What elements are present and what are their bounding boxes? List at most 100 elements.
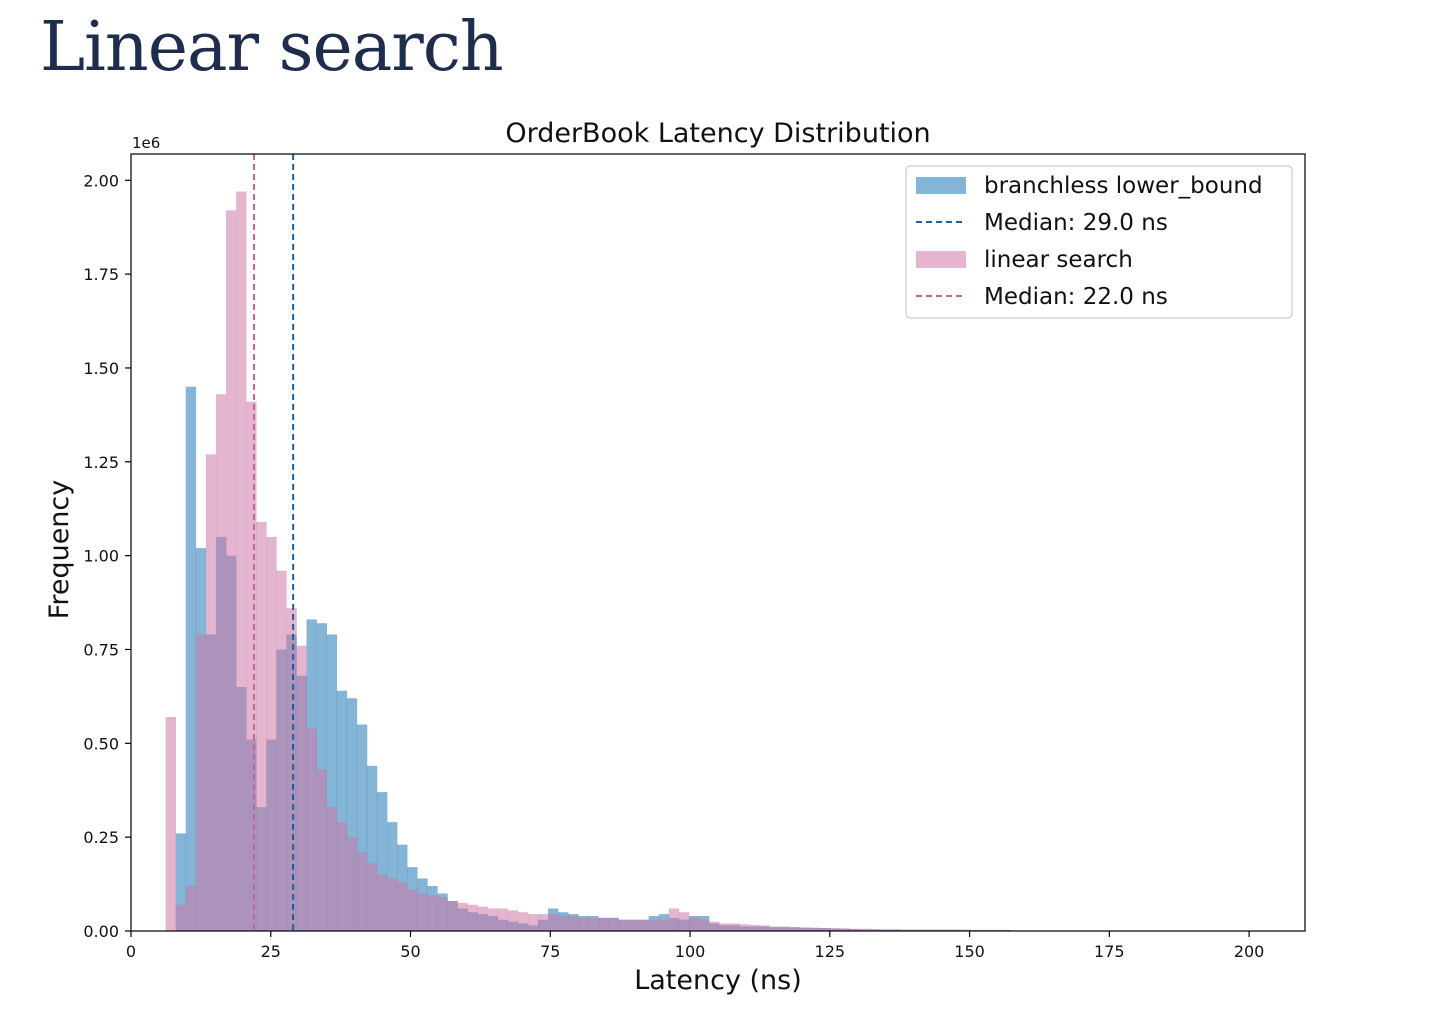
y-tick-label: 2.00: [83, 171, 119, 190]
histogram-bar: [799, 927, 810, 931]
histogram-bar: [417, 893, 428, 931]
histogram-bar: [296, 645, 307, 931]
y-tick-label: 1.50: [83, 359, 119, 378]
histogram-bar: [205, 454, 217, 931]
histogram-bar: [346, 698, 358, 931]
histogram-bar: [226, 210, 237, 932]
histogram-bar: [859, 928, 871, 931]
histogram-bar: [215, 394, 227, 931]
histogram-bar: [175, 833, 187, 931]
histogram-bar: [457, 902, 468, 931]
histogram-bar: [588, 917, 599, 931]
histogram-bar: [306, 728, 317, 931]
histogram-bar: [336, 822, 348, 931]
x-tick-label: 175: [1094, 942, 1125, 961]
histogram-bar: [487, 908, 499, 931]
histogram-bar: [789, 927, 800, 931]
histogram-bar: [185, 386, 197, 932]
histogram-bar: [346, 837, 358, 931]
x-tick-label: 25: [261, 942, 281, 961]
histogram-bar: [356, 724, 368, 931]
histogram-bar: [286, 608, 297, 931]
y-scale-label: 1e6: [132, 134, 160, 152]
legend-label: branchless lower_bound: [984, 173, 1263, 199]
y-axis-label: Frequency: [44, 480, 75, 620]
histogram-bar: [880, 929, 891, 931]
histogram-bar: [598, 917, 609, 931]
histogram-bar: [749, 924, 760, 931]
histogram-bar: [427, 895, 438, 931]
histogram-bar: [256, 521, 267, 931]
chart-title: OrderBook Latency Distribution: [505, 118, 930, 149]
histogram-bar: [387, 822, 398, 931]
page-title: Linear search: [40, 8, 504, 87]
x-axis: 0 25 50 75 100 125 150 175 200: [126, 931, 1264, 961]
histogram-bar: [387, 878, 398, 931]
x-tick-label: 200: [1234, 942, 1265, 961]
histogram-bar: [839, 928, 851, 931]
histogram-bar: [195, 634, 207, 931]
histogram-bar: [729, 923, 740, 931]
histogram-bar: [376, 792, 388, 931]
y-tick-label: 0.00: [83, 922, 119, 941]
histogram-bar: [276, 570, 287, 931]
legend: branchless lower_bound Median: 29.0 ns lin…: [905, 165, 1293, 319]
histogram-bar: [568, 915, 579, 931]
y-tick-label: 0.25: [83, 828, 119, 847]
histogram-bar: [769, 926, 780, 931]
histogram-bar: [849, 928, 861, 931]
x-tick-label: 50: [400, 942, 420, 961]
plot-frame: [130, 153, 1306, 932]
series-linear-search: [165, 191, 1012, 932]
histogram-bar: [618, 919, 629, 931]
legend-swatch: [916, 251, 966, 268]
histogram-bar: [407, 889, 418, 931]
histogram-bar: [437, 897, 448, 931]
histogram-bar: [900, 929, 911, 931]
histogram-bar: [658, 919, 670, 931]
histogram-bar: [930, 929, 941, 931]
histogram-bar: [648, 919, 660, 931]
x-tick-label: 125: [815, 942, 846, 961]
legend-label: Median: 22.0 ns: [984, 284, 1168, 310]
histogram-bar: [910, 929, 921, 931]
histogram-bar: [477, 906, 488, 931]
histogram-bar: [497, 908, 509, 931]
histogram-bar: [366, 863, 378, 931]
histogram-bar: [175, 904, 187, 931]
histogram-bar: [628, 919, 639, 931]
histogram-bar: [326, 634, 338, 931]
histogram-bar: [719, 923, 730, 931]
y-tick-label: 0.50: [83, 734, 119, 753]
histogram-bar: [809, 927, 821, 931]
histogram-bar: [507, 910, 519, 931]
histogram-bar: [447, 900, 458, 931]
histogram-bar: [326, 807, 338, 931]
histogram-bar: [548, 914, 559, 931]
legend-box: [905, 165, 1293, 319]
histogram-bar: [578, 917, 589, 931]
histogram-bar: [537, 914, 549, 931]
y-axis: 0.00 0.25 0.50 0.75 1.00 1.25 1.50 1.75 2.00: [83, 171, 131, 941]
histogram-bar: [920, 929, 931, 931]
histogram-bar: [950, 929, 961, 931]
y-tick-label: 1.75: [83, 265, 119, 284]
histogram-bar: [165, 717, 177, 931]
histogram-bar: [558, 915, 569, 931]
histogram-bar: [517, 912, 529, 931]
legend-swatch: [916, 177, 966, 194]
x-tick-label: 75: [540, 942, 560, 961]
histogram-bar: [397, 882, 408, 931]
histogram-bar: [638, 919, 649, 931]
y-tick-label: 0.75: [83, 640, 119, 659]
histogram-bar: [940, 929, 951, 931]
histogram-bar: [709, 921, 720, 931]
histogram-bar: [870, 929, 881, 931]
histogram-bar: [356, 852, 368, 931]
histogram-bar: [527, 914, 539, 931]
histogram-bar: [366, 765, 378, 931]
histogram-bar: [688, 917, 700, 931]
histogram-bar: [698, 919, 710, 931]
x-tick-label: 150: [954, 942, 985, 961]
histogram-bar: [678, 912, 690, 931]
